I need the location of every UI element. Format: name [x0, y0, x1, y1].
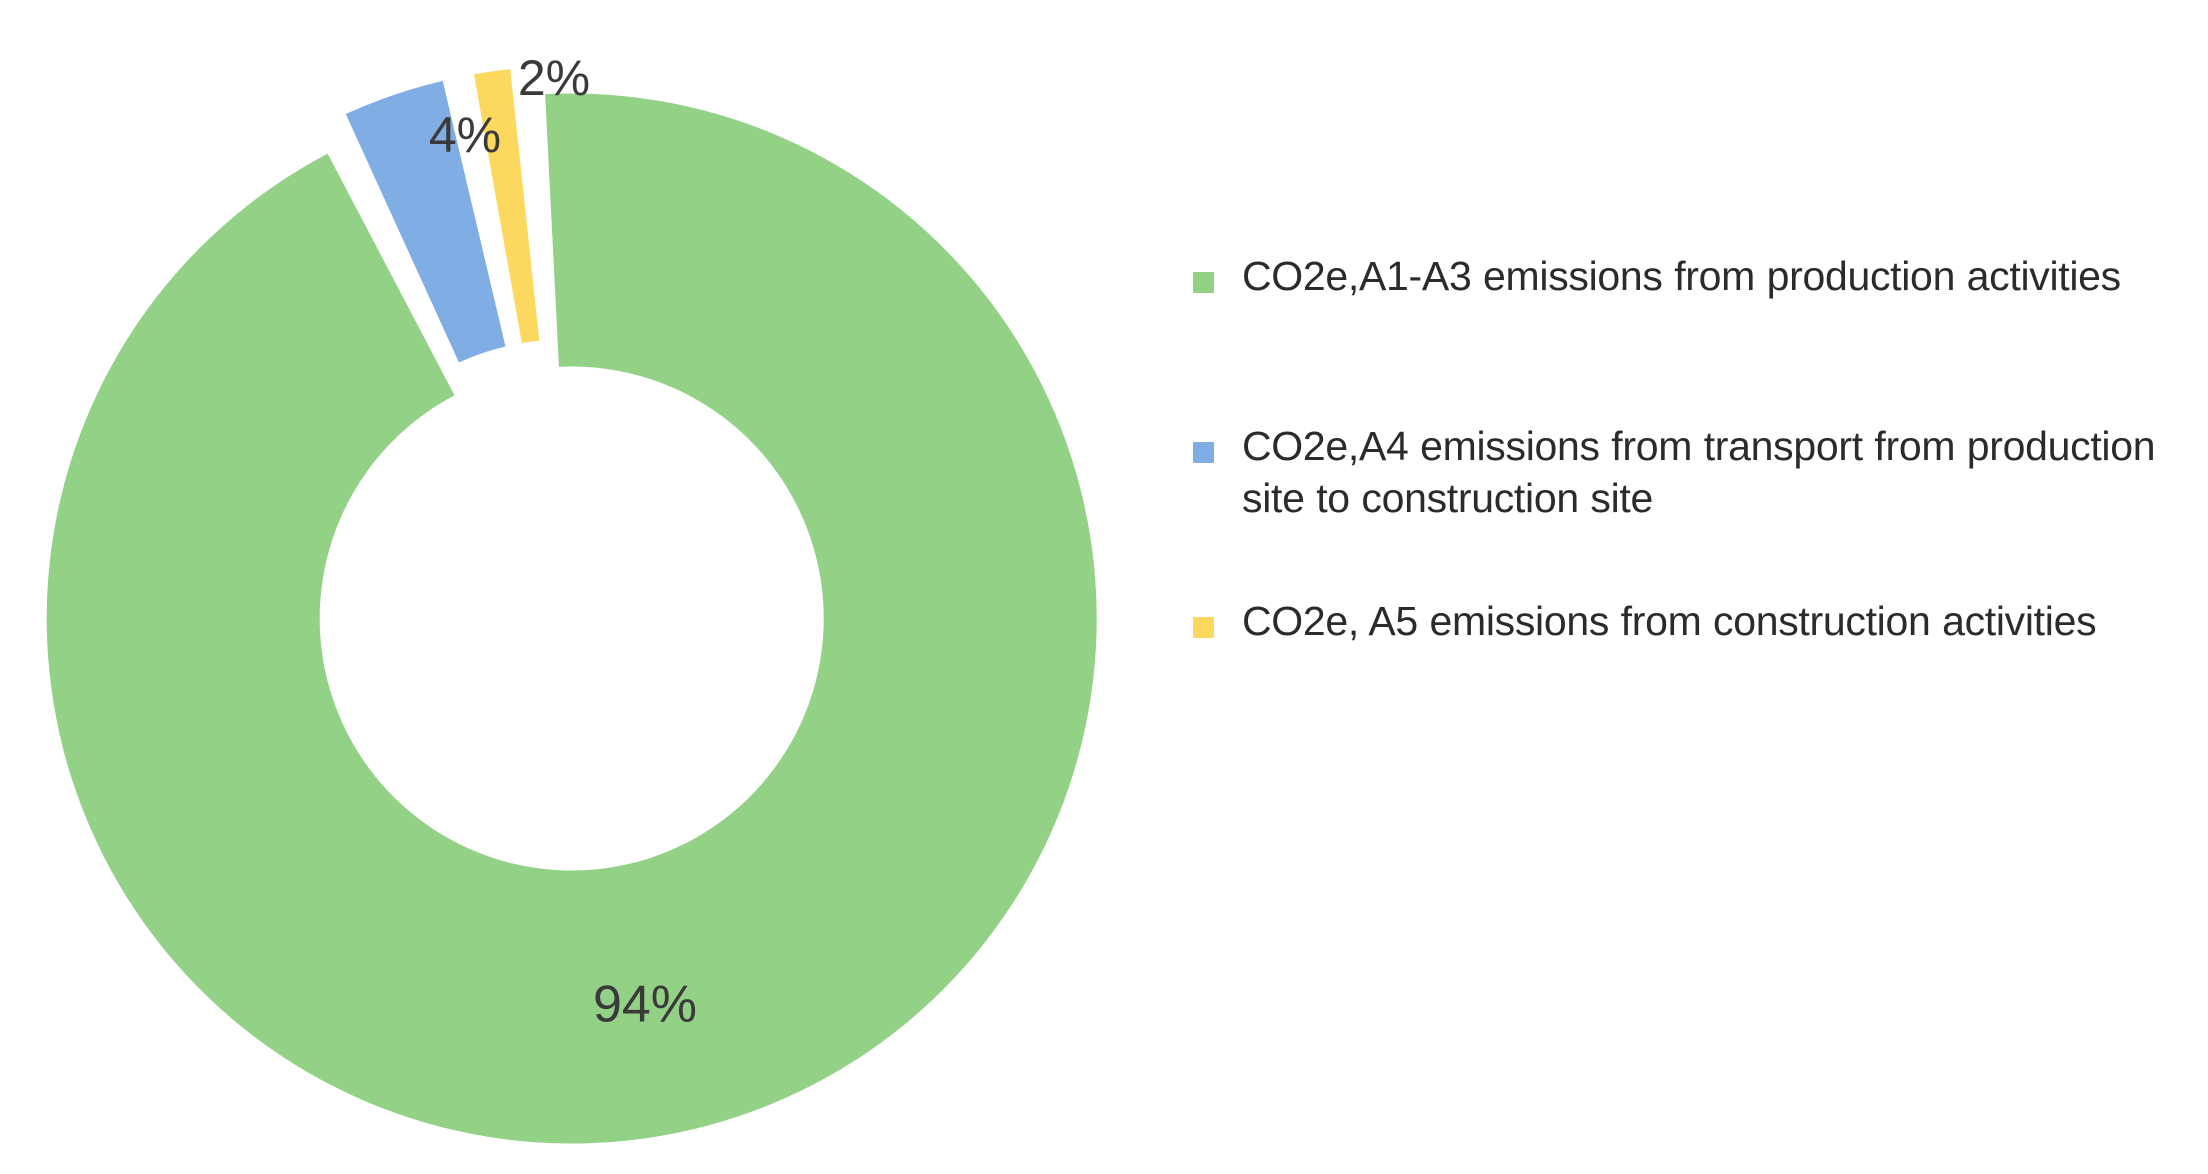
square-marker-yellow-icon	[1193, 616, 1214, 638]
legend-item-a1a3[interactable]: CO2e,A1-A3 emissions from production act…	[1185, 250, 2185, 350]
legend-item-a5[interactable]: CO2e, A5 emissions from construction act…	[1185, 595, 2185, 695]
legend-item-a4[interactable]: CO2e,A4 emissions from transport from pr…	[1185, 420, 2185, 525]
data-label-a4: 4%	[429, 107, 501, 163]
data-label-a1a3: 94%	[593, 976, 697, 1034]
chart-legend: CO2e,A1-A3 emissions from production act…	[1185, 250, 2185, 765]
legend-item-label: CO2e,A1-A3 emissions from production act…	[1242, 253, 2121, 299]
donut-slice-a1a3[interactable]	[46, 93, 1097, 1144]
legend-item-label: CO2e, A5 emissions from construction act…	[1242, 597, 2097, 644]
donut-slice-a5[interactable]	[473, 69, 540, 344]
legend-item-label: CO2e,A4 emissions from transport from pr…	[1242, 423, 2156, 522]
square-marker-green-icon	[1193, 272, 1214, 293]
donut-slice-a4[interactable]	[345, 80, 506, 363]
data-label-a5: 2%	[518, 50, 590, 106]
square-marker-blue-icon	[1193, 442, 1214, 463]
donut-chart-svg: 94% 4% 2%	[46, 50, 1097, 1144]
donut-chart: 94% 4% 2%	[46, 50, 1097, 1144]
